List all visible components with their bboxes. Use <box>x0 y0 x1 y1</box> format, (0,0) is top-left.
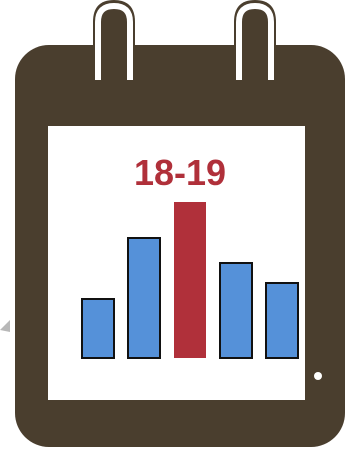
bar-highlighted <box>174 202 206 358</box>
bar <box>127 237 161 359</box>
bars-group <box>81 202 299 359</box>
bar <box>265 282 299 359</box>
calendar-ring-right <box>234 0 276 80</box>
calendar-ring-left <box>93 0 135 80</box>
bar <box>219 262 253 359</box>
page-dot <box>314 372 322 380</box>
bar <box>81 298 115 359</box>
edge-notch-shape <box>0 320 10 332</box>
date-range-label: 18-19 <box>134 152 226 193</box>
